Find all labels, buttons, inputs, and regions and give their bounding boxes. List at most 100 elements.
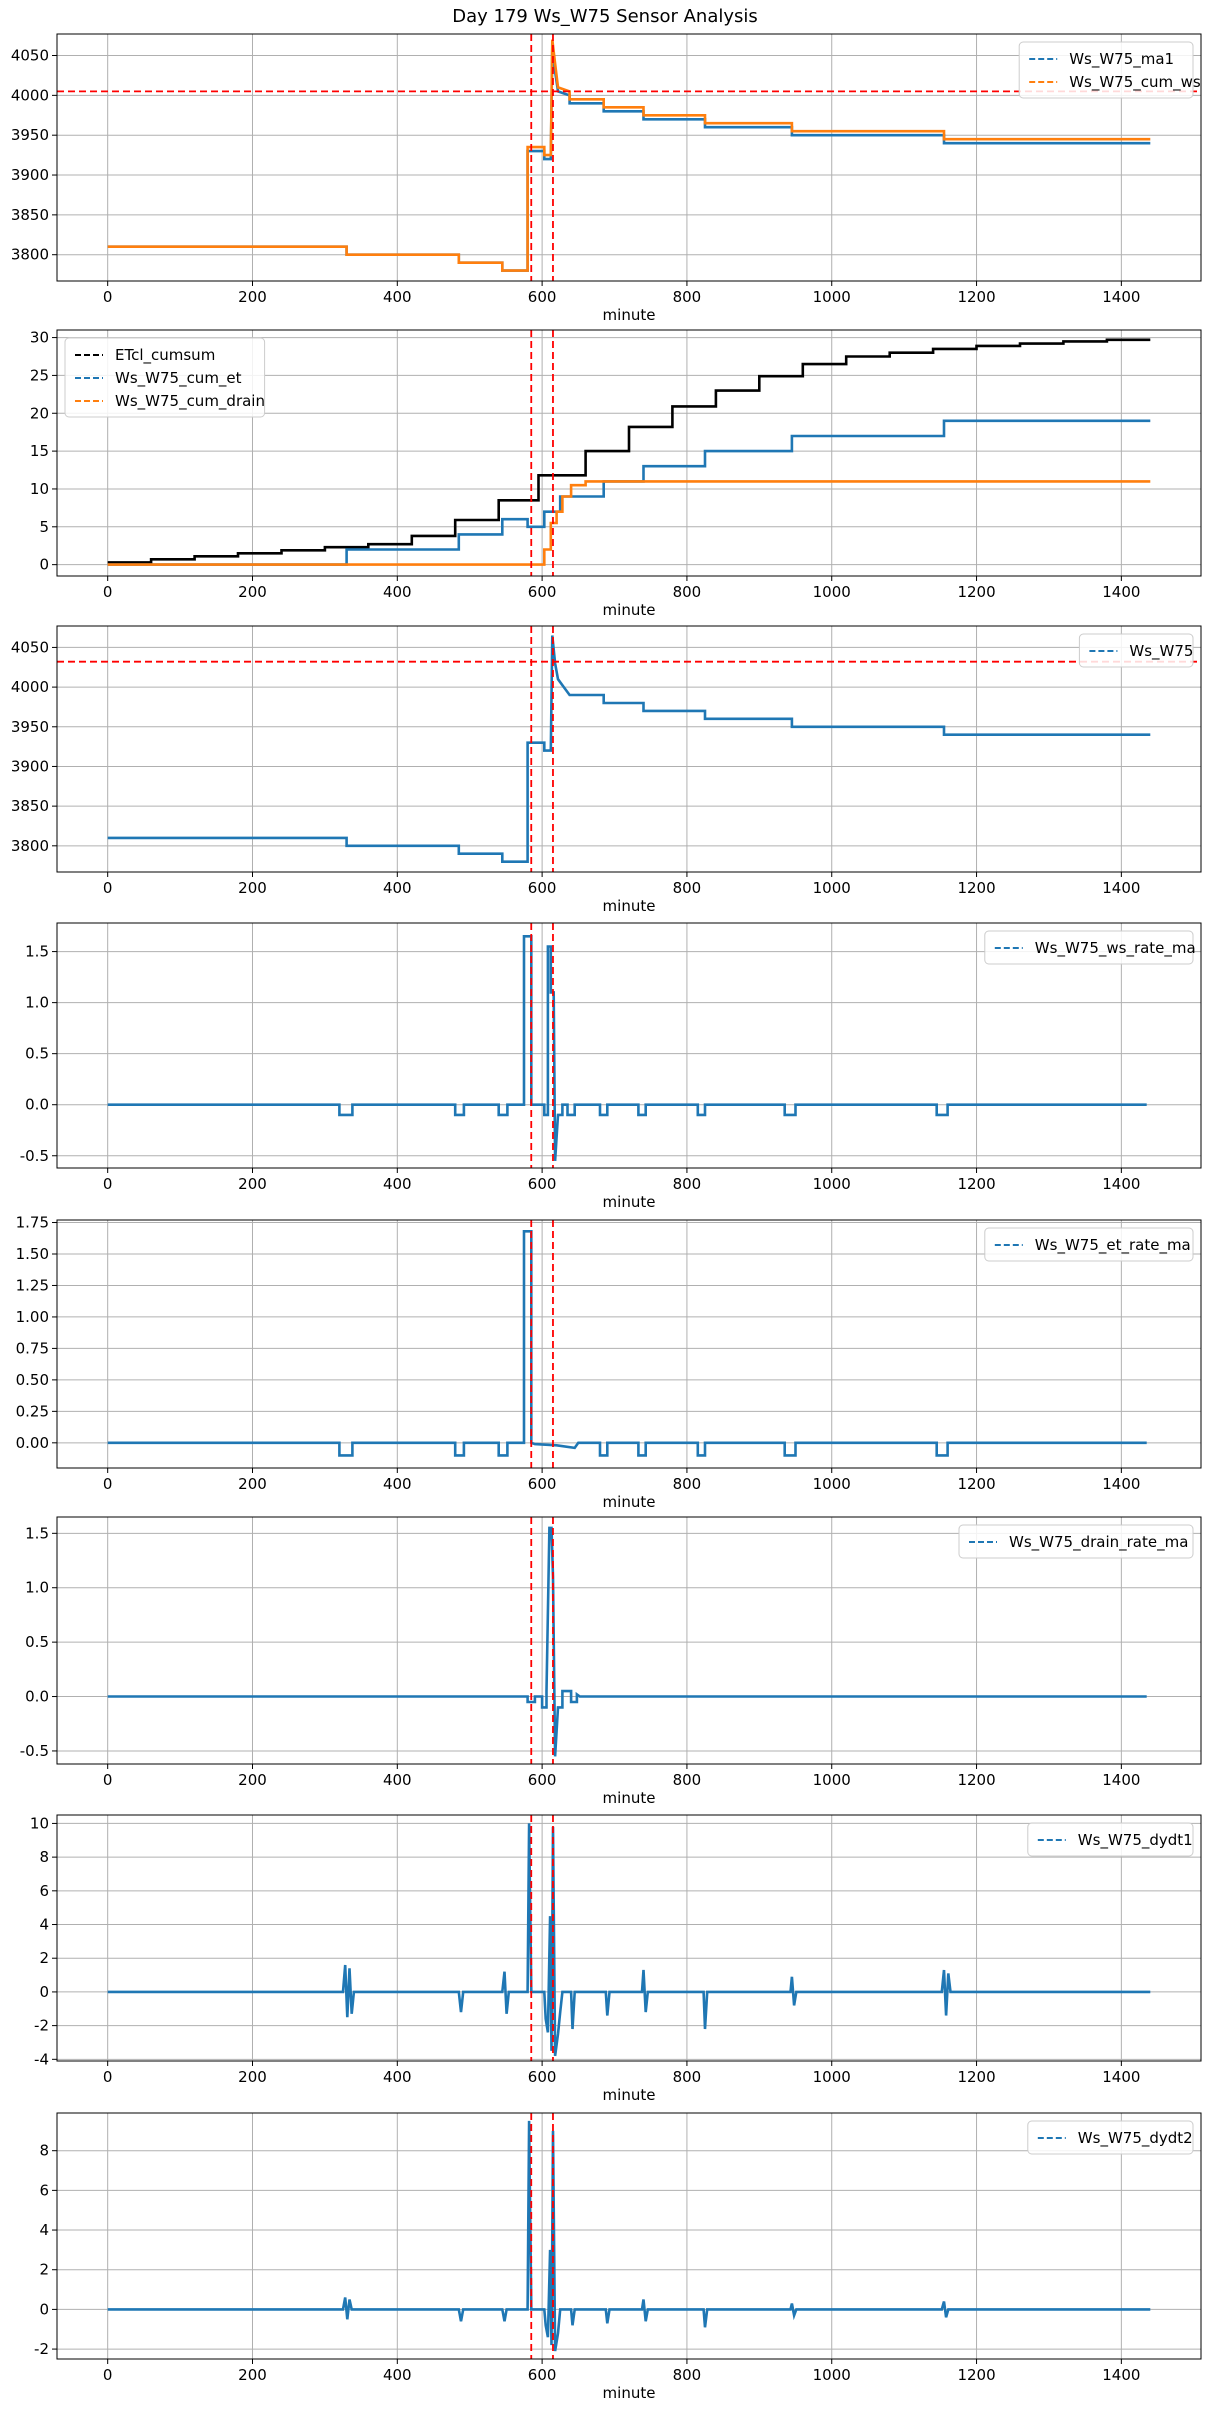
y-tick-label: 0.50 (16, 1371, 49, 1389)
x-tick-label: 800 (673, 583, 702, 601)
axes-frame (56, 33, 1202, 282)
x-axis-label: minute (603, 1493, 656, 1511)
y-tick-label: 0.5 (25, 1045, 49, 1063)
plot-area (107, 330, 1151, 576)
y-tick-label: 4 (39, 1916, 49, 1934)
y-tick-label: -2 (34, 2340, 49, 2358)
y-tick-label: 2 (39, 2261, 49, 2279)
x-tick-label: 1200 (957, 288, 995, 306)
y-tick-label: -0.5 (20, 1742, 49, 1760)
legend: Ws_W75_dydt1 (1027, 1822, 1194, 1857)
legend-box (1027, 2120, 1194, 2155)
legend: Ws_W75_drain_rate_ma (958, 1524, 1194, 1559)
chart-panel-2: 0 200 400 600 800 1000 1200 1400 0 5 10 15 20 25 30 min… (30, 329, 1202, 619)
x-tick-label: 600 (528, 2068, 557, 2086)
x-tick-label: 200 (238, 288, 267, 306)
plot-area (107, 1815, 1151, 2061)
x-tick-label: 1000 (813, 1771, 851, 1789)
y-tick-label: 1.50 (16, 1245, 49, 1263)
series-line-ws-w75-ws-rate-ma (107, 935, 1147, 1161)
grid (57, 1220, 1201, 1468)
y-tick-label: 4050 (11, 47, 49, 65)
x-tick-label: 400 (383, 2366, 412, 2384)
x-tick-label: 1200 (957, 879, 995, 897)
series-line-ws-w75-cum-et (107, 419, 1151, 566)
x-tick-label: 1400 (1102, 1475, 1140, 1493)
y-tick-label: 1.75 (16, 1214, 49, 1232)
legend: ETcl_cumsum Ws_W75_cum_et Ws_W75_cum_drain (64, 337, 266, 418)
y-tick-label: 0.5 (25, 1633, 49, 1651)
y-tick-label: -0.5 (20, 1147, 49, 1165)
y-tick-label: 0.25 (16, 1402, 49, 1420)
legend-label: Ws_W75_ma1 (1069, 50, 1174, 69)
x-tick-label: 1200 (957, 1771, 995, 1789)
series-line-ws-w75-dydt2 (107, 2120, 1151, 2352)
legend: Ws_W75_ma1 Ws_W75_cum_ws (1018, 41, 1201, 99)
y-tick-label: 1.0 (25, 994, 49, 1012)
axes-frame (56, 922, 1202, 1169)
x-tick-label: 200 (238, 1475, 267, 1493)
legend-label: Ws_W75 (1129, 642, 1193, 661)
y-tick-label: 4000 (11, 86, 49, 104)
y-tick-label: 20 (30, 404, 49, 422)
x-tick-label: 600 (528, 1175, 557, 1193)
x-tick-label: 1000 (813, 1175, 851, 1193)
y-tick-label: 0.00 (16, 1434, 49, 1452)
y-tick-label: 6 (39, 2181, 49, 2199)
chart-panel-7: 0 200 400 600 800 1000 1200 1400 -4 -2 0 2 4 6 8 10 minu… (30, 1814, 1202, 2104)
plot-area (107, 1220, 1147, 1468)
y-tick-label: 4000 (11, 678, 49, 696)
x-tick-label: 400 (383, 2068, 412, 2086)
x-tick-label: 800 (673, 1175, 702, 1193)
y-tick-label: 3950 (11, 126, 49, 144)
y-tick-label: 25 (30, 366, 49, 384)
x-tick-label: 0 (103, 1175, 113, 1193)
x-tick-label: 1200 (957, 1175, 995, 1193)
legend: Ws_W75_dydt2 (1027, 2120, 1194, 2155)
plot-area (107, 2113, 1151, 2359)
y-tick-label: 10 (30, 1814, 49, 1832)
chart-panel-6: 0 200 400 600 800 1000 1200 1400 -0.5 0.0 0.5 1.0 1.… (20, 1516, 1202, 1807)
x-tick-label: 200 (238, 2068, 267, 2086)
x-axis-label: minute (603, 2384, 656, 2402)
y-tick-label: 3900 (11, 757, 49, 775)
x-tick-label: 1400 (1102, 2068, 1140, 2086)
legend-label: Ws_W75_cum_drain (115, 392, 265, 411)
series-line-ws-w75-dydt1 (107, 1823, 1151, 2057)
legend-label: Ws_W75_cum_ws (1069, 73, 1201, 92)
x-axis-label: minute (603, 1789, 656, 1807)
y-tick-label: 10 (30, 480, 49, 498)
x-tick-label: 0 (103, 879, 113, 897)
y-tick-label: 0 (39, 2300, 49, 2318)
x-tick-label: 200 (238, 1771, 267, 1789)
legend-box (984, 930, 1194, 965)
x-tick-label: 600 (528, 1475, 557, 1493)
series-line-etcl-cumsum (107, 338, 1151, 564)
y-tick-label: -4 (34, 2050, 49, 2068)
y-tick-label: 5 (39, 518, 49, 536)
chart-panel-1: 0 200 400 600 800 1000 1200 1400 3800 3850 3900 395… (11, 33, 1202, 324)
x-tick-label: 600 (528, 879, 557, 897)
x-tick-label: 400 (383, 583, 412, 601)
x-tick-label: 800 (673, 879, 702, 897)
axes-frame (56, 1814, 1202, 2062)
x-tick-label: 800 (673, 2366, 702, 2384)
legend: Ws_W75_et_rate_ma (984, 1227, 1194, 1262)
x-axis-label: minute (603, 2086, 656, 2104)
x-axis-label: minute (603, 897, 656, 915)
chart-panels: 0 200 400 600 800 1000 1200 1400380038503900395… (11, 33, 1202, 2402)
y-tick-label: 1.00 (16, 1308, 49, 1326)
x-tick-label: 600 (528, 2366, 557, 2384)
chart-panel-8: 0 200 400 600 800 1000 1200 1400 -2 0 2 4 6 8 minute Ws… (34, 2112, 1202, 2402)
x-tick-label: 800 (673, 288, 702, 306)
x-tick-label: 1400 (1102, 879, 1140, 897)
legend-label: Ws_W75_dydt2 (1078, 2129, 1193, 2148)
plot-area (107, 1517, 1147, 1764)
legend-box (1018, 41, 1194, 99)
y-tick-label: 8 (39, 1848, 49, 1866)
y-tick-label: 3850 (11, 206, 49, 224)
x-tick-label: 0 (103, 583, 113, 601)
x-tick-label: 1200 (957, 2068, 995, 2086)
y-tick-label: 0.0 (25, 1096, 49, 1114)
x-tick-label: 1000 (813, 2068, 851, 2086)
